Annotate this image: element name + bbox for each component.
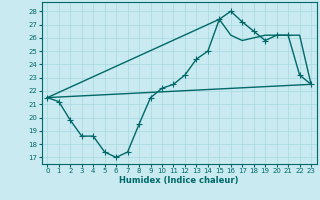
X-axis label: Humidex (Indice chaleur): Humidex (Indice chaleur): [119, 176, 239, 185]
